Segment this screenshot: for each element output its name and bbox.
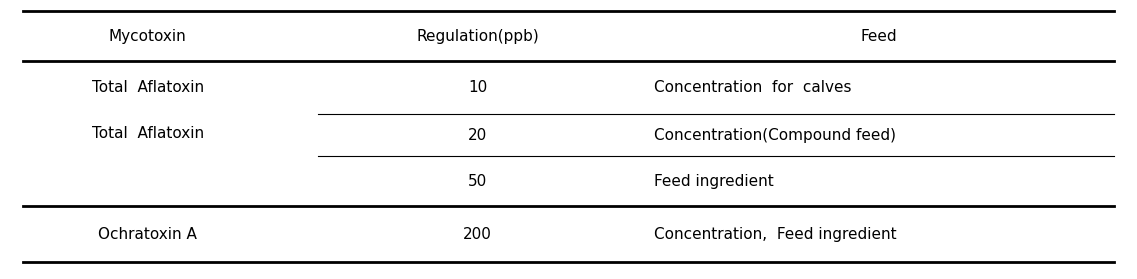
Text: 50: 50 [468,174,487,189]
Text: Concentration,  Feed ingredient: Concentration, Feed ingredient [654,227,896,242]
Text: Regulation(ppb): Regulation(ppb) [416,29,539,44]
Text: 10: 10 [468,80,487,95]
Text: Mycotoxin: Mycotoxin [109,29,186,44]
Text: Total  Aflatoxin: Total Aflatoxin [92,80,204,95]
Text: Feed: Feed [860,29,897,44]
Text: Concentration(Compound feed): Concentration(Compound feed) [654,128,896,143]
Text: Concentration  for  calves: Concentration for calves [654,80,852,95]
Text: 20: 20 [468,128,487,143]
Text: Ochratoxin A: Ochratoxin A [99,227,197,242]
Text: 200: 200 [463,227,492,242]
Text: Feed ingredient: Feed ingredient [654,174,773,189]
Text: Total  Aflatoxin: Total Aflatoxin [92,126,204,141]
